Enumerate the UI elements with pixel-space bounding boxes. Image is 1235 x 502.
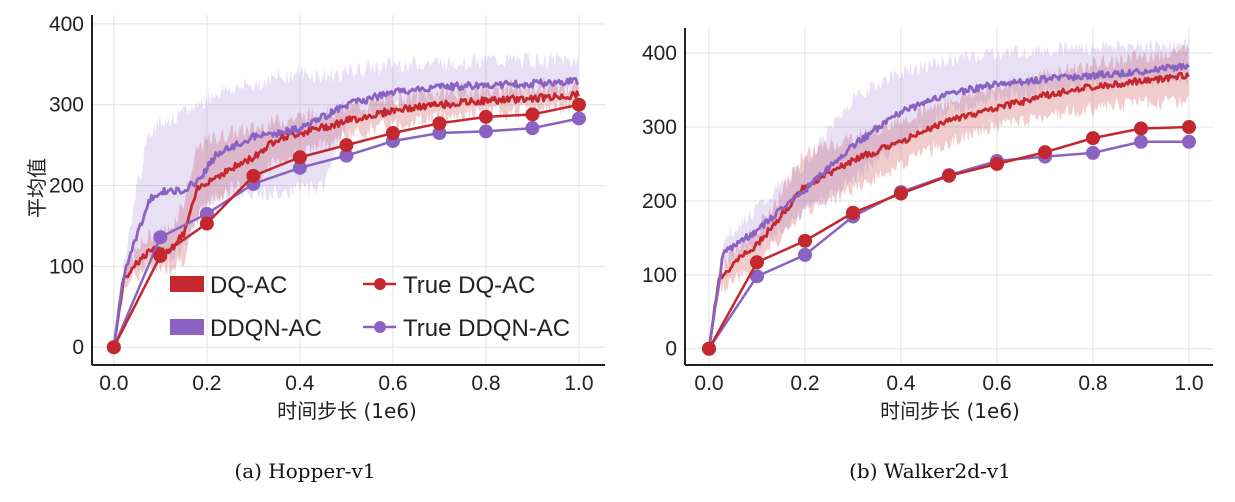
marker-true-ddqn-ac <box>153 230 168 245</box>
marker-true-dq-ac <box>478 109 493 124</box>
x-tick-label: 0.8 <box>1078 372 1107 395</box>
marker-true-ddqn-ac <box>798 247 812 262</box>
line-dq-ac <box>707 71 1190 349</box>
marker-true-dq-ac <box>702 341 716 356</box>
chart-hopper: 0.0 0.2 0.4 0.6 0.8 1.0 0 100 200 300 400 <box>49 13 605 395</box>
x-tick-label: 0.0 <box>694 372 723 395</box>
x-tick-label: 0.8 <box>471 372 500 395</box>
marker-true-dq-ac <box>153 248 168 263</box>
y-tick-label: 0 <box>72 336 84 359</box>
marker-true-dq-ac <box>106 340 121 355</box>
y-axis-label: 平均值 <box>25 158 49 218</box>
legend: DQ-AC DDQN-AC True DQ-AC True DDQN-AC <box>170 272 570 342</box>
x-tick-label: 0.6 <box>982 372 1011 395</box>
band-dq-ac <box>113 77 579 348</box>
marker-true-ddqn-ac <box>1134 134 1148 149</box>
marker-true-dq-ac <box>990 156 1004 171</box>
x-tick-label: 0.0 <box>99 372 128 395</box>
x-tick-label: 0.6 <box>378 372 407 395</box>
marker-true-dq-ac <box>432 116 447 131</box>
y-tick-label: 300 <box>49 94 84 117</box>
y-tick-label: 100 <box>642 264 677 287</box>
marker-true-ddqn-ac <box>1086 145 1100 160</box>
y-tick-label: 200 <box>49 175 84 198</box>
y-tick-label: 200 <box>642 190 677 213</box>
marker-true-ddqn-ac <box>750 269 764 284</box>
y-tick-label: 400 <box>642 42 677 65</box>
marker-true-dq-ac <box>1134 121 1148 136</box>
legend-label-ddqn-ac: DDQN-AC <box>210 315 322 342</box>
line-ddqn-ac <box>707 62 1190 349</box>
chart-walker2d: 0.0 0.2 0.4 0.6 0.8 1.0 0 100 200 300 400 <box>642 28 1213 395</box>
marker-true-ddqn-ac <box>571 111 586 126</box>
legend-swatch-dq-ac <box>170 276 204 292</box>
marker-true-ddqn-ac <box>432 126 447 141</box>
marker-true-dq-ac <box>246 168 261 183</box>
caption-hopper: (a) Hopper-v1 <box>234 459 375 483</box>
marker-true-dq-ac <box>1182 120 1196 135</box>
x-tick-label: 1.0 <box>564 372 593 395</box>
marker-true-dq-ac <box>571 97 586 112</box>
marker-true-dq-ac <box>846 205 860 220</box>
line-dq-ac <box>112 90 580 348</box>
caption-walker2d: (b) Walker2d-v1 <box>849 459 1011 483</box>
y-tick-label: 300 <box>642 116 677 139</box>
legend-marker-true-ddqn-ac <box>374 321 386 333</box>
marker-true-dq-ac <box>1086 131 1100 146</box>
marker-true-ddqn-ac <box>292 160 307 175</box>
legend-label-true-dq-ac: True DQ-AC <box>403 272 535 299</box>
marker-true-dq-ac <box>385 126 400 141</box>
legend-swatch-ddqn-ac <box>170 319 204 335</box>
marker-true-ddqn-ac <box>1182 134 1196 149</box>
marker-true-dq-ac <box>199 216 214 231</box>
marker-true-dq-ac <box>942 168 956 183</box>
marker-true-ddqn-ac <box>199 206 214 221</box>
marker-true-dq-ac <box>798 233 812 248</box>
y-tick-label: 400 <box>49 13 84 36</box>
marker-true-ddqn-ac <box>339 148 354 163</box>
x-tick-label: 0.2 <box>192 372 221 395</box>
x-axis-label-hopper: 时间步长 (1e6) <box>277 399 417 423</box>
marker-true-dq-ac <box>894 186 908 201</box>
marker-true-ddqn-ac <box>478 124 493 139</box>
x-tick-label: 0.2 <box>790 372 819 395</box>
x-axis-label-walker2d: 时间步长 (1e6) <box>880 399 1020 423</box>
marker-true-dq-ac <box>339 138 354 153</box>
x-tick-label: 0.4 <box>285 372 315 395</box>
legend-marker-true-dq-ac <box>374 278 386 290</box>
legend-label-true-ddqn-ac: True DDQN-AC <box>403 315 570 342</box>
marker-true-ddqn-ac <box>525 121 540 136</box>
band-ddqn-ac <box>113 51 579 348</box>
line-ddqn-ac <box>112 76 580 348</box>
marker-true-dq-ac <box>525 107 540 122</box>
marker-true-dq-ac <box>750 255 764 270</box>
marker-true-dq-ac <box>1038 145 1052 160</box>
band-dq-ac <box>709 44 1189 349</box>
legend-label-dq-ac: DQ-AC <box>210 272 287 299</box>
y-tick-label: 100 <box>49 255 84 278</box>
x-tick-label: 1.0 <box>1174 372 1203 395</box>
x-tick-label: 0.4 <box>886 372 916 395</box>
y-tick-label: 0 <box>665 338 677 361</box>
marker-true-dq-ac <box>292 150 307 165</box>
